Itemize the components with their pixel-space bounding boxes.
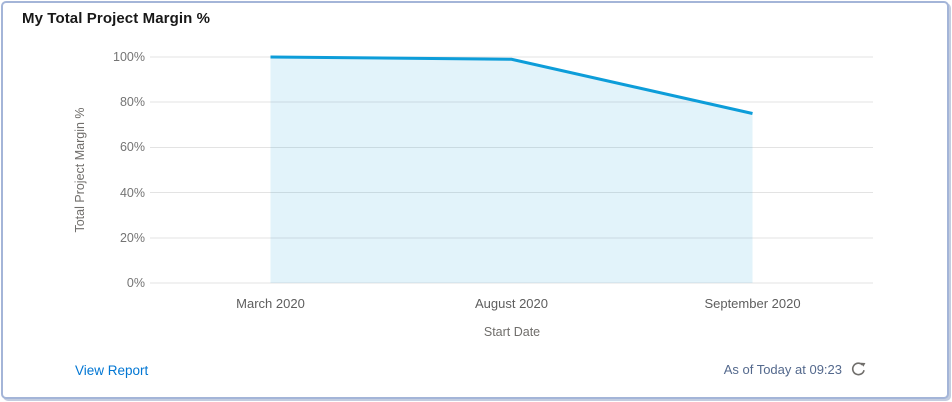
y-tick-label: 0% — [126, 276, 145, 290]
trend-line — [270, 55, 753, 115]
y-tick-label: 80% — [119, 95, 145, 110]
x-category-label: September 2020 — [704, 296, 801, 311]
area-fill — [270, 57, 753, 283]
refresh-icon[interactable] — [851, 362, 866, 377]
y-tick-label: 60% — [119, 140, 145, 155]
as-of-group: As of Today at 09:23 — [724, 362, 866, 377]
y-tick-label: 100% — [113, 50, 145, 64]
x-category-label: August 2020 — [474, 296, 548, 311]
widget-title: My Total Project Margin % — [22, 10, 211, 27]
y-tick-label: 20% — [119, 230, 145, 245]
x-category-label: March 2020 — [236, 296, 305, 311]
as-of-timestamp: As of Today at 09:23 — [723, 362, 842, 377]
x-axis-title: Start Date — [483, 325, 541, 339]
y-axis-title: Total Project Margin % — [73, 107, 87, 233]
y-tick-label: 40% — [119, 185, 145, 200]
view-report-link[interactable]: View Report — [75, 363, 149, 378]
